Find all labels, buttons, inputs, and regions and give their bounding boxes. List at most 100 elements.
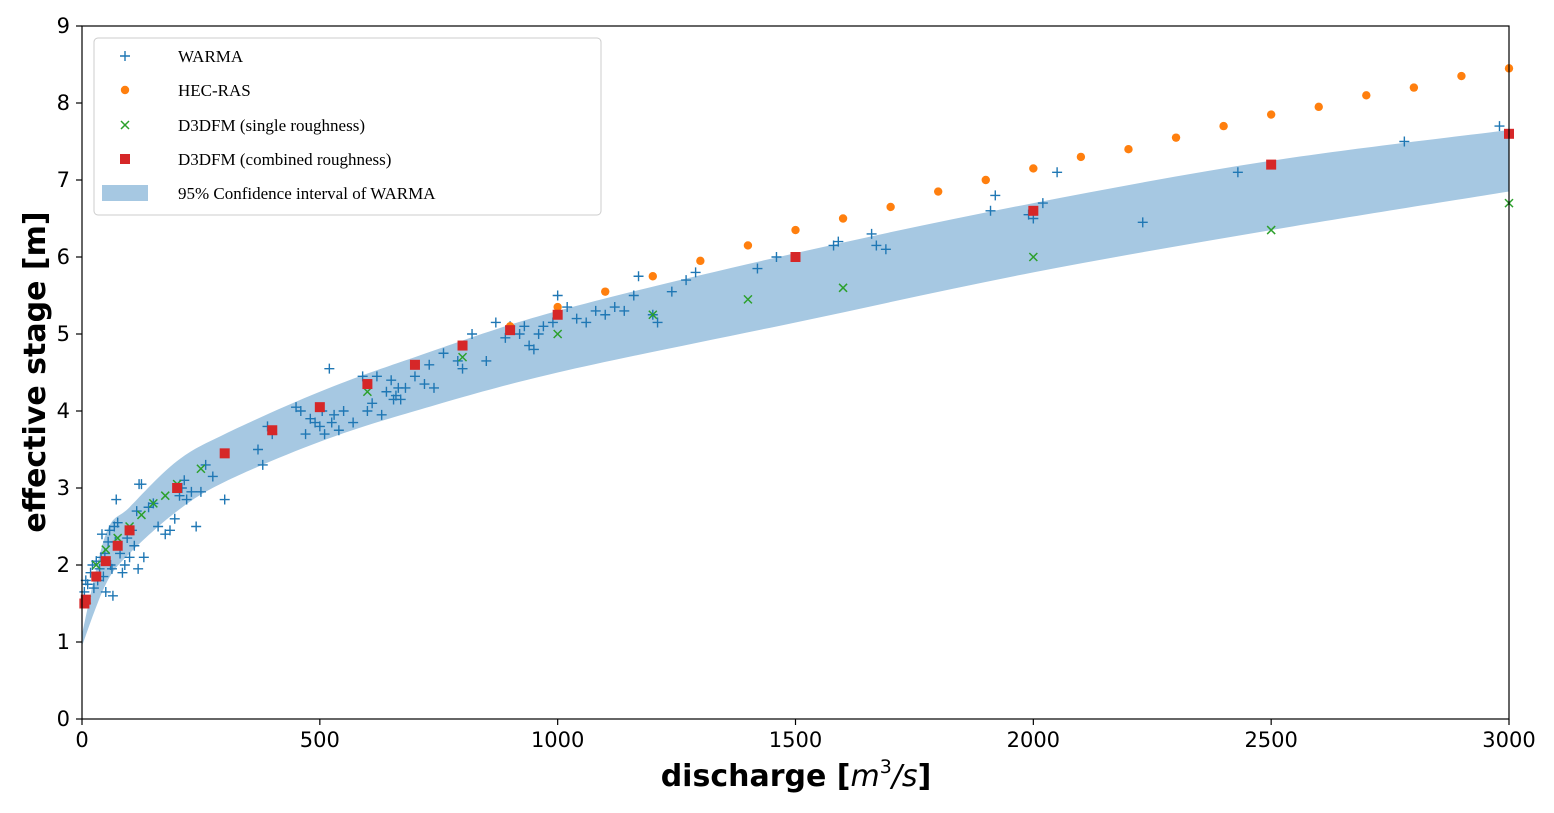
single-point [136, 510, 146, 520]
hecras-point [886, 202, 895, 212]
hecras-point [648, 272, 657, 281]
single-point [838, 283, 848, 293]
warma-point [1037, 198, 1048, 209]
warma-point [581, 317, 592, 328]
combined-point [267, 425, 278, 436]
hecras-point [981, 175, 990, 185]
legend-entry-single: D3DFM (single roughness) [120, 116, 365, 135]
x-tick-label: 500 [300, 728, 340, 752]
hecras-point [1457, 71, 1466, 81]
combined-point [409, 359, 420, 370]
y-tick-label: 8 [57, 91, 70, 115]
warma-point [133, 563, 144, 574]
warma-point [771, 252, 782, 262]
warma-point [191, 521, 202, 532]
single-point [1028, 252, 1038, 262]
warma-point [107, 590, 118, 601]
hecras-point [791, 225, 800, 235]
warma-point [164, 525, 175, 536]
warma-point [326, 417, 337, 428]
warma-point [452, 355, 463, 366]
combined-point [219, 448, 230, 459]
legend-marker-single [120, 120, 130, 130]
warma-point [1052, 167, 1063, 178]
y-tick-label: 0 [57, 707, 70, 731]
y-tick-label: 4 [57, 399, 70, 423]
warma-point [295, 406, 306, 416]
axis-ticks-layer: 0 500 1000 1500 2000 2500 3000 0 1 2 3 4 5 6 7 8 9 [57, 14, 1536, 752]
legend: WARMA HEC-RAS D3DFM (single roughness) D3DF… [93, 37, 602, 216]
warma-point [409, 371, 420, 382]
hecras-point [743, 241, 753, 250]
warma-point [381, 386, 392, 397]
warma-point [324, 363, 335, 374]
combined-point [314, 402, 325, 413]
hecras-point [934, 187, 943, 196]
hecras-point [1314, 102, 1323, 112]
series-hecras [505, 64, 1514, 331]
single-point [743, 294, 753, 304]
hecras-point [1219, 121, 1228, 131]
x-tick-label: 1500 [769, 728, 822, 752]
warma-point [257, 459, 268, 470]
warma-point [490, 317, 501, 328]
y-tick-label: 2 [57, 553, 70, 577]
hecras-point [553, 302, 562, 312]
hecras-point [1029, 164, 1038, 173]
combined-point [790, 252, 801, 262]
warma-point [395, 394, 406, 405]
combined-point [1028, 205, 1039, 216]
single-point [113, 533, 123, 543]
warma-point [438, 348, 449, 359]
warma-point [207, 471, 218, 482]
warma-point [590, 305, 601, 316]
single-point [1266, 225, 1276, 235]
combined-point [172, 483, 183, 493]
warma-point [990, 190, 1001, 201]
warma-point [400, 382, 411, 393]
legend-label-single: D3DFM (single roughness) [178, 116, 365, 135]
warma-point [628, 290, 639, 301]
combined-point [552, 309, 563, 320]
single-point [160, 491, 170, 501]
warma-point [866, 228, 877, 239]
warma-point [386, 375, 397, 386]
warma-point [195, 486, 206, 497]
warma-point [314, 421, 325, 432]
warma-point [186, 486, 197, 497]
warma-point [457, 363, 468, 374]
warma-point [181, 494, 192, 505]
hecras-point [1266, 110, 1276, 119]
hecras-point [1409, 83, 1419, 92]
warma-point [681, 275, 692, 286]
warma-point [619, 305, 630, 316]
warma-point [100, 586, 111, 597]
y-axis-title: effective stage [m] [18, 211, 53, 532]
warma-point [371, 371, 382, 382]
single-point [553, 329, 563, 339]
warma-point [538, 321, 549, 332]
warma-point [376, 409, 387, 420]
warma-point [533, 329, 544, 339]
hecras-point [838, 214, 848, 223]
warma-point [129, 540, 140, 551]
warma-point [880, 244, 891, 255]
x-tick-label: 1000 [531, 728, 584, 752]
legend-label-warma: WARMA [178, 47, 244, 66]
warma-point [169, 513, 180, 524]
combined-point [505, 325, 516, 336]
combined-point [124, 525, 135, 536]
legend-entry-warma: WARMA [120, 47, 244, 66]
legend-label-combined: D3DFM (combined roughness) [178, 150, 391, 169]
legend-marker-band [102, 185, 148, 201]
combined-point [91, 571, 102, 582]
warma-point [333, 425, 344, 436]
warma-point [652, 317, 663, 328]
hecras-point [1362, 91, 1371, 100]
combined-point [457, 340, 468, 351]
warma-point [600, 309, 611, 320]
warma-point [362, 406, 373, 416]
warma-point [219, 494, 230, 505]
warma-point [82, 579, 93, 590]
